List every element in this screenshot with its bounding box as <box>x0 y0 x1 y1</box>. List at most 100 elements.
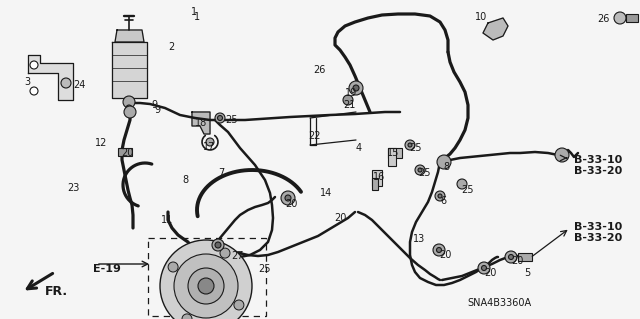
Circle shape <box>160 240 252 319</box>
Text: SNA4B3360A: SNA4B3360A <box>467 298 531 308</box>
Bar <box>372 170 382 186</box>
Text: 2: 2 <box>168 42 174 52</box>
Circle shape <box>405 140 415 150</box>
Text: E-19: E-19 <box>93 264 121 274</box>
Circle shape <box>30 87 38 95</box>
Text: 25: 25 <box>225 115 237 125</box>
Circle shape <box>415 165 425 175</box>
Text: 25: 25 <box>258 264 271 274</box>
Circle shape <box>478 262 490 274</box>
Text: 22: 22 <box>308 131 321 141</box>
Text: FR.: FR. <box>45 285 68 298</box>
Text: 11: 11 <box>161 215 173 225</box>
Text: B-33-20: B-33-20 <box>574 166 622 176</box>
Text: 20: 20 <box>439 250 451 260</box>
Circle shape <box>436 248 442 253</box>
Text: 20: 20 <box>285 199 298 209</box>
Text: 19: 19 <box>345 88 357 98</box>
Circle shape <box>123 96 135 108</box>
Text: B-33-10: B-33-10 <box>574 222 622 232</box>
Text: 17: 17 <box>203 142 216 152</box>
Circle shape <box>343 95 353 105</box>
Circle shape <box>168 262 178 272</box>
Circle shape <box>349 81 363 95</box>
Circle shape <box>481 265 486 271</box>
Text: 7: 7 <box>218 168 224 178</box>
Circle shape <box>433 244 445 256</box>
Text: 8: 8 <box>443 162 449 172</box>
Circle shape <box>435 191 445 201</box>
Text: 4: 4 <box>356 143 362 153</box>
Circle shape <box>126 105 132 111</box>
Circle shape <box>281 191 295 205</box>
Text: 6: 6 <box>440 196 446 206</box>
Polygon shape <box>112 42 147 98</box>
Text: 12: 12 <box>95 138 108 148</box>
Bar <box>148 238 266 316</box>
Text: 15: 15 <box>387 148 399 158</box>
Circle shape <box>220 248 230 258</box>
Circle shape <box>182 314 192 319</box>
Text: 27: 27 <box>231 251 243 261</box>
Circle shape <box>555 148 569 162</box>
Circle shape <box>215 113 225 123</box>
Text: B-33-10: B-33-10 <box>574 155 622 165</box>
Text: 20: 20 <box>484 268 497 278</box>
Text: 20: 20 <box>511 256 524 266</box>
Text: 25: 25 <box>409 143 422 153</box>
Circle shape <box>218 115 223 121</box>
Circle shape <box>505 251 517 263</box>
Circle shape <box>438 194 442 198</box>
Text: 9: 9 <box>154 105 160 115</box>
Text: 25: 25 <box>418 168 431 178</box>
Text: 24: 24 <box>73 80 85 90</box>
Text: 16: 16 <box>373 172 385 182</box>
Text: 21: 21 <box>343 100 355 110</box>
Text: 25: 25 <box>461 185 474 195</box>
Circle shape <box>30 61 38 69</box>
Text: 20: 20 <box>121 148 133 158</box>
Circle shape <box>212 239 224 251</box>
Bar <box>388 148 402 158</box>
Circle shape <box>188 268 224 304</box>
Bar <box>388 148 396 166</box>
Bar <box>518 253 532 261</box>
Circle shape <box>614 12 626 24</box>
Bar <box>626 14 638 22</box>
Text: B-33-20: B-33-20 <box>574 233 622 243</box>
Circle shape <box>437 155 451 169</box>
Circle shape <box>509 255 513 259</box>
Circle shape <box>124 106 136 118</box>
Text: 18: 18 <box>195 118 207 128</box>
Bar <box>372 178 378 190</box>
Circle shape <box>418 168 422 172</box>
Text: 26: 26 <box>313 65 325 75</box>
Polygon shape <box>192 112 210 134</box>
Circle shape <box>198 278 214 294</box>
Text: 26: 26 <box>597 14 609 24</box>
Text: 9: 9 <box>151 100 157 110</box>
Text: 13: 13 <box>413 234 425 244</box>
Circle shape <box>285 195 291 201</box>
Text: 1: 1 <box>194 12 200 22</box>
Circle shape <box>61 78 71 88</box>
Polygon shape <box>483 18 508 40</box>
Text: 10: 10 <box>475 12 487 22</box>
Circle shape <box>457 179 467 189</box>
Polygon shape <box>28 55 73 100</box>
Text: 14: 14 <box>320 188 332 198</box>
Text: 8: 8 <box>182 175 188 185</box>
Text: 1: 1 <box>191 7 197 17</box>
Text: 20: 20 <box>334 213 346 223</box>
Polygon shape <box>115 30 144 42</box>
Circle shape <box>408 143 412 147</box>
Text: 23: 23 <box>67 183 79 193</box>
Text: 5: 5 <box>524 268 531 278</box>
Circle shape <box>234 300 244 310</box>
Text: 3: 3 <box>24 77 30 87</box>
Circle shape <box>206 138 214 146</box>
Bar <box>118 148 132 156</box>
Circle shape <box>215 242 221 248</box>
Circle shape <box>353 85 359 91</box>
Circle shape <box>174 254 238 318</box>
